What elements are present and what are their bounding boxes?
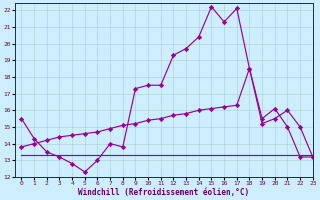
X-axis label: Windchill (Refroidissement éolien,°C): Windchill (Refroidissement éolien,°C) bbox=[78, 188, 250, 197]
